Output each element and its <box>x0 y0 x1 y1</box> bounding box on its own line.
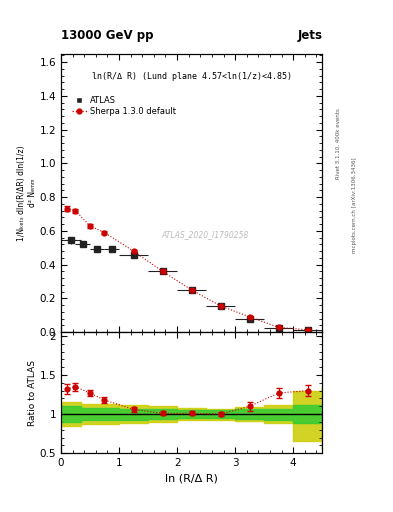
Text: 13000 GeV pp: 13000 GeV pp <box>61 30 153 42</box>
Text: Jets: Jets <box>297 30 322 42</box>
X-axis label: ln (R/Δ R): ln (R/Δ R) <box>165 474 218 483</box>
Text: Rivet 3.1.10, 400k events: Rivet 3.1.10, 400k events <box>336 108 341 179</box>
Y-axis label: Ratio to ATLAS: Ratio to ATLAS <box>28 359 37 425</box>
Y-axis label: 1∕Nₖₑₜₛ dln(R/ΔR) dln(1/z)
d² Nₑₘₘ⁢: 1∕Nₖₑₜₛ dln(R/ΔR) dln(1/z) d² Nₑₘₘ⁢ <box>17 145 37 241</box>
Legend: ATLAS, Sherpa 1.3.0 default: ATLAS, Sherpa 1.3.0 default <box>70 94 178 118</box>
Text: mcplots.cern.ch [arXiv:1306.3436]: mcplots.cern.ch [arXiv:1306.3436] <box>352 157 357 252</box>
Text: ln(R/Δ R) (Lund plane 4.57<ln(1/z)<4.85): ln(R/Δ R) (Lund plane 4.57<ln(1/z)<4.85) <box>92 72 292 81</box>
Text: ATLAS_2020_I1790258: ATLAS_2020_I1790258 <box>161 230 248 239</box>
